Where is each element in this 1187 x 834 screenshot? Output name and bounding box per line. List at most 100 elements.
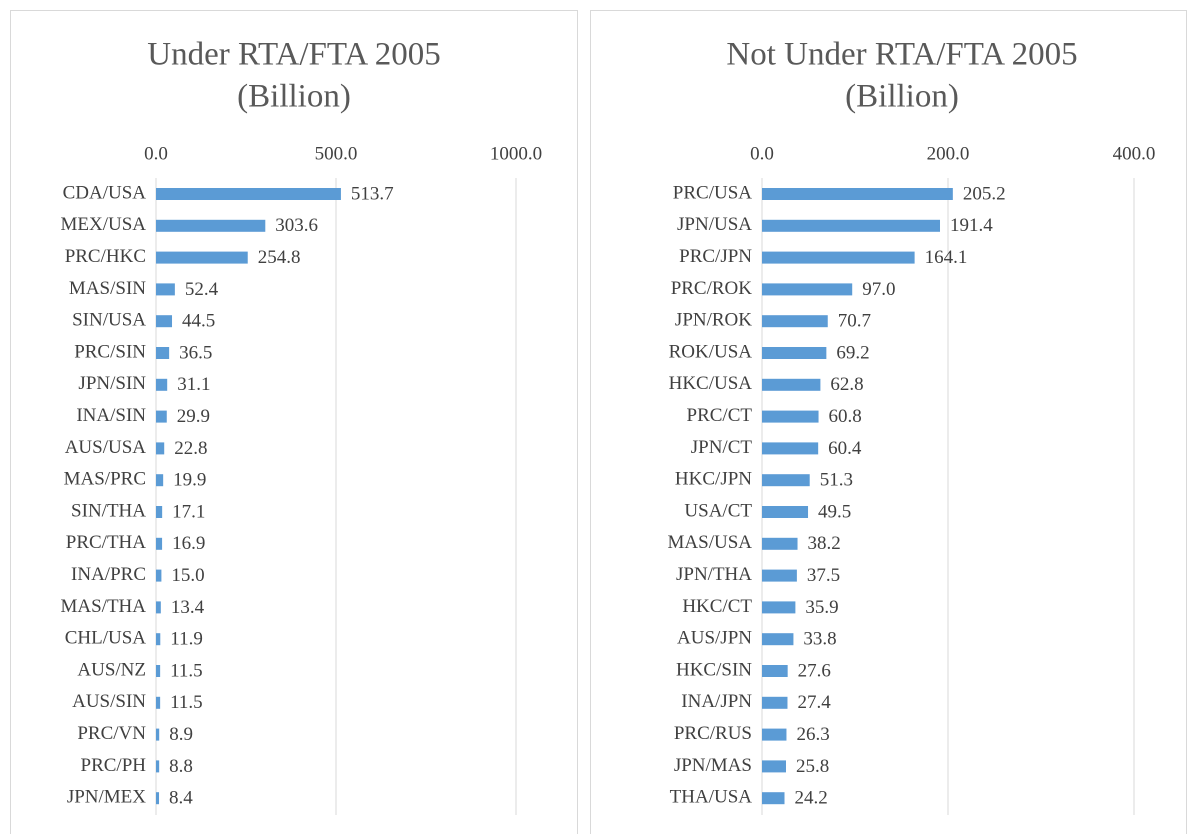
chart-subtitle: (Billion): [845, 79, 959, 115]
bar: [762, 442, 819, 455]
bar: [762, 728, 787, 741]
bar: [762, 760, 786, 773]
data-label: 60.8: [829, 406, 862, 427]
y-tick-label: INA/PRC: [71, 564, 146, 585]
data-label: 37.5: [807, 565, 840, 586]
bar: [156, 442, 165, 455]
bar: [762, 474, 810, 487]
bar: [156, 474, 164, 487]
y-tick-label: MAS/THA: [60, 596, 146, 617]
data-label: 22.8: [174, 438, 207, 459]
bar: [762, 792, 785, 805]
y-tick-label: PRC/HKC: [65, 246, 146, 267]
bar: [156, 283, 175, 296]
bar: [156, 537, 163, 550]
bar: [762, 283, 853, 296]
y-tick-label: JPN/USA: [677, 214, 752, 235]
bar: [156, 665, 161, 677]
bar: [762, 315, 828, 328]
bar: [762, 506, 809, 518]
y-tick-label: MAS/USA: [668, 532, 753, 553]
x-tick-label: 1000.0: [490, 143, 542, 164]
bar: [762, 537, 798, 550]
bar: [156, 315, 173, 328]
y-tick-label: JPN/MAS: [674, 755, 752, 776]
data-label: 303.6: [275, 215, 318, 236]
data-label: 17.1: [172, 501, 205, 522]
data-label: 35.9: [805, 597, 838, 618]
y-tick-label: PRC/JPN: [679, 246, 752, 267]
y-tick-label: HKC/USA: [669, 373, 753, 394]
y-tick-label: THA/USA: [670, 787, 753, 808]
data-label: 51.3: [820, 470, 853, 491]
y-tick-label: SIN/USA: [72, 310, 146, 331]
bar: [762, 633, 794, 646]
data-label: 97.0: [862, 279, 895, 300]
bar: [156, 569, 162, 582]
y-tick-label: AUS/USA: [65, 437, 147, 458]
data-label: 27.6: [798, 660, 831, 681]
bar: [762, 410, 819, 423]
panel-border: [590, 10, 1187, 834]
data-label: 60.4: [828, 438, 862, 459]
bar: [762, 378, 821, 391]
bar: [156, 410, 167, 423]
y-tick-label: JPN/THA: [676, 564, 752, 585]
chart-title: Under RTA/FTA 2005: [147, 37, 440, 73]
bar: [156, 696, 161, 709]
data-label: 513.7: [351, 183, 394, 204]
bar: [156, 251, 248, 264]
data-label: 26.3: [796, 724, 829, 745]
data-label: 33.8: [803, 629, 836, 650]
data-label: 11.5: [170, 692, 203, 713]
data-label: 191.4: [950, 215, 993, 236]
bar: [156, 633, 161, 646]
bar: [156, 728, 160, 741]
data-label: 69.2: [836, 342, 869, 363]
bar: [156, 347, 170, 359]
y-tick-label: CHL/USA: [65, 628, 147, 649]
data-label: 49.5: [818, 501, 851, 522]
x-tick-label: 200.0: [927, 143, 970, 164]
y-tick-label: HKC/CT: [682, 596, 752, 617]
bar: [762, 219, 941, 232]
data-label: 62.8: [830, 374, 863, 395]
bar: [156, 792, 160, 805]
x-tick-label: 0.0: [144, 143, 168, 164]
y-tick-label: INA/JPN: [681, 691, 752, 712]
data-label: 38.2: [808, 533, 841, 554]
y-tick-label: AUS/NZ: [77, 659, 146, 680]
bar: [156, 601, 161, 614]
data-label: 8.9: [169, 724, 193, 745]
y-tick-label: USA/CT: [684, 500, 752, 521]
bar: [762, 347, 827, 359]
chart-subtitle: (Billion): [237, 79, 351, 115]
data-label: 11.5: [170, 660, 203, 681]
y-tick-label: CDA/USA: [63, 182, 147, 203]
bar: [762, 569, 797, 582]
y-tick-label: INA/SIN: [76, 405, 146, 426]
data-label: 24.2: [795, 788, 828, 809]
bar: [762, 696, 788, 709]
data-label: 11.9: [170, 629, 203, 650]
data-label: 44.5: [182, 311, 215, 332]
y-tick-label: HKC/JPN: [675, 469, 752, 490]
y-tick-label: PRC/CT: [687, 405, 753, 426]
panel-border: [10, 10, 578, 834]
chart-title: Not Under RTA/FTA 2005: [726, 37, 1077, 73]
y-tick-label: MAS/SIN: [69, 278, 146, 299]
y-tick-label: SIN/THA: [71, 500, 146, 521]
y-tick-label: JPN/MEX: [67, 787, 146, 808]
y-tick-label: PRC/ROK: [671, 278, 753, 299]
bar: [156, 219, 266, 232]
y-tick-label: JPN/CT: [691, 437, 753, 458]
data-label: 52.4: [185, 279, 219, 300]
data-label: 13.4: [171, 597, 205, 618]
data-label: 36.5: [179, 342, 212, 363]
bar: [156, 506, 163, 518]
bar: [156, 378, 168, 391]
data-label: 205.2: [963, 183, 1006, 204]
data-label: 25.8: [796, 756, 829, 777]
x-tick-label: 0.0: [750, 143, 774, 164]
